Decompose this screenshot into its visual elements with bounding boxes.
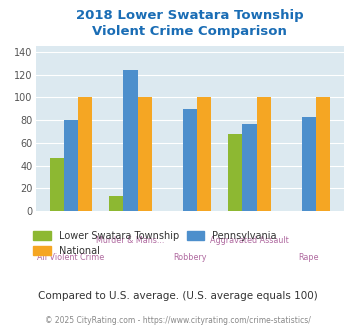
Bar (109, 196, 123, 211)
Text: Compared to U.S. average. (U.S. average equals 100): Compared to U.S. average. (U.S. average … (38, 291, 317, 301)
Text: Robbery: Robbery (173, 253, 207, 262)
Text: Aggravated Assault: Aggravated Assault (210, 236, 289, 245)
Bar (78, 97, 92, 211)
Bar (64, 120, 78, 211)
Bar (138, 97, 152, 211)
Text: All Violent Crime: All Violent Crime (37, 253, 105, 262)
Legend: Lower Swatara Township, National, Pennsylvania: Lower Swatara Township, National, Pennsy… (33, 231, 276, 256)
Bar (316, 97, 330, 211)
Bar (123, 70, 138, 211)
Bar (228, 134, 242, 211)
Bar (302, 117, 316, 211)
Title: 2018 Lower Swatara Township
Violent Crime Comparison: 2018 Lower Swatara Township Violent Crim… (76, 9, 304, 38)
Bar (183, 109, 197, 211)
Text: Rape: Rape (299, 253, 319, 262)
Bar (197, 97, 211, 211)
Text: © 2025 CityRating.com - https://www.cityrating.com/crime-statistics/: © 2025 CityRating.com - https://www.city… (45, 316, 310, 325)
Bar (242, 123, 257, 211)
Bar (50, 158, 64, 211)
Text: Murder & Mans...: Murder & Mans... (96, 236, 165, 245)
Bar (257, 97, 271, 211)
